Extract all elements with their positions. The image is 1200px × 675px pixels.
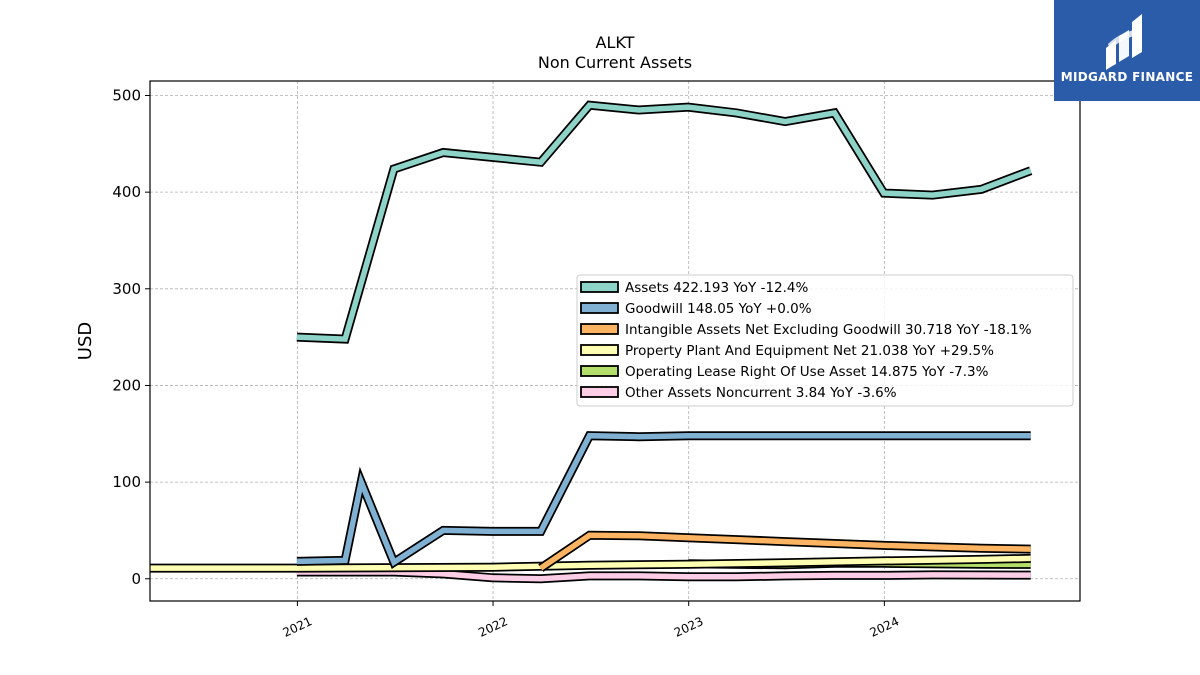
x-tick-label: 2021 xyxy=(281,614,315,640)
legend-item: Goodwill 148.05 YoY +0.0% xyxy=(580,301,812,317)
legend-swatch xyxy=(580,386,619,398)
series-assets xyxy=(296,100,1033,344)
series-layer xyxy=(149,100,1033,584)
y-axis-label: USD xyxy=(75,322,96,360)
legend-item: Property Plant And Equipment Net 21.038 … xyxy=(580,343,994,359)
brand-emblem-icon xyxy=(1106,14,1142,70)
x-tick-label: 2024 xyxy=(868,614,902,640)
legend-label: Assets 422.193 YoY -12.4% xyxy=(625,280,809,296)
legend-item: Operating Lease Right Of Use Asset 14.87… xyxy=(580,364,989,380)
series-line xyxy=(539,532,1031,571)
plot-frame xyxy=(149,80,1081,602)
legend-swatch xyxy=(580,344,619,356)
y-tick-label: 300 xyxy=(112,280,141,298)
legend-swatch xyxy=(580,281,619,293)
series-intangible-assets-net-excluding-goodwill xyxy=(538,530,1031,572)
x-tick-label: 2022 xyxy=(476,614,510,640)
x-tick-label: 2023 xyxy=(672,614,706,640)
legend-label: Intangible Assets Net Excluding Goodwill… xyxy=(625,322,1032,338)
series-goodwill xyxy=(296,431,1031,570)
legend-label: Property Plant And Equipment Net 21.038 … xyxy=(625,343,994,359)
series-line xyxy=(296,102,1032,342)
chart-title: ALKT xyxy=(596,33,635,52)
y-tick-label: 100 xyxy=(112,473,141,491)
series-other-assets-noncurrent xyxy=(296,567,1031,584)
series-line xyxy=(296,569,1031,582)
series-line xyxy=(296,432,1031,567)
legend-swatch xyxy=(580,302,619,314)
series-line xyxy=(149,555,1031,571)
legend-swatch xyxy=(580,365,619,377)
chart-subtitle: Non Current Assets xyxy=(538,53,692,72)
series-property-plant-and-equipment-net xyxy=(149,553,1031,573)
legend-item: Assets 422.193 YoY -12.4% xyxy=(580,280,809,296)
legend-item: Intangible Assets Net Excluding Goodwill… xyxy=(580,322,1032,338)
y-tick-label: 200 xyxy=(112,376,141,394)
legend-label: Goodwill 148.05 YoY +0.0% xyxy=(625,301,812,317)
y-tick-label: 400 xyxy=(112,183,141,201)
y-tick-label: 0 xyxy=(131,570,141,588)
legend-item: Other Assets Noncurrent 3.84 YoY -3.6% xyxy=(580,385,897,401)
legend-label: Operating Lease Right Of Use Asset 14.87… xyxy=(625,364,989,380)
legend: Assets 422.193 YoY -12.4% Goodwill 148.05… xyxy=(576,274,1074,407)
y-tick-label: 500 xyxy=(112,86,141,104)
brand-name: MIDGARD FINANCE xyxy=(1061,70,1193,84)
legend-label: Other Assets Noncurrent 3.84 YoY -3.6% xyxy=(625,385,897,401)
legend-box xyxy=(576,274,1074,407)
brand-logo: MIDGARD FINANCE xyxy=(1054,0,1200,101)
legend-swatch xyxy=(580,323,619,335)
